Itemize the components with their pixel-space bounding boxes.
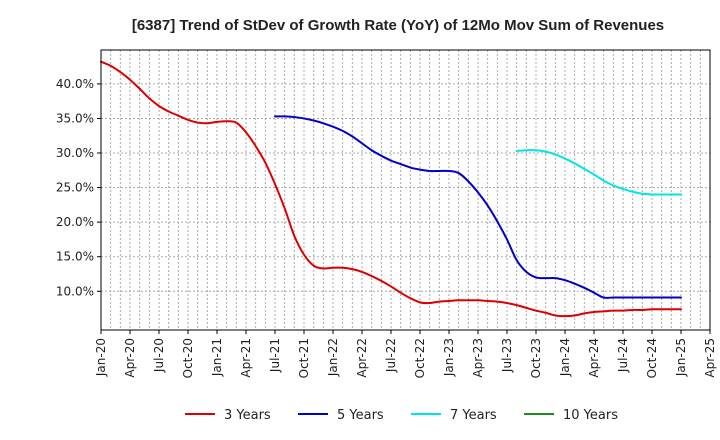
series-line-7-years [515, 149, 682, 196]
plot-area-frame [100, 49, 711, 331]
y-tick-label: 25.0% [56, 181, 94, 195]
y-tick-label: 35.0% [56, 111, 94, 125]
y-axis: 10.0% 15.0% 20.0% 25.0% 30.0% 35.0% 40.0% [56, 77, 101, 298]
x-tick-label: Apr-22 [355, 338, 369, 378]
x-tick-label: Oct-20 [181, 338, 195, 378]
y-tick-label: 15.0% [56, 250, 94, 264]
x-tick-label: Jan-23 [442, 338, 456, 377]
x-tick-label: Oct-23 [529, 338, 543, 378]
y-tick-label: 20.0% [56, 215, 94, 229]
grid [100, 50, 711, 330]
x-tick-label: Apr-21 [239, 338, 253, 378]
x-tick-label: Jan-25 [674, 338, 688, 377]
x-tick-label: Jan-21 [210, 338, 224, 377]
series-line-5-years [274, 115, 682, 299]
x-tick-label: Jul-23 [500, 338, 514, 373]
legend-label-3-years: 3 Years [224, 408, 271, 423]
x-tick-label: Apr-25 [703, 338, 717, 378]
x-axis: Jan-20 Apr-20 Jul-20 Oct-20 Jan-21 Apr-21 Jul-… [94, 330, 717, 378]
x-tick-label: Jan-24 [558, 338, 572, 377]
x-tick-label: Apr-24 [587, 338, 601, 378]
legend-label-5-years: 5 Years [337, 408, 384, 423]
x-tick-label: Jul-21 [268, 338, 282, 373]
x-tick-label: Apr-20 [123, 338, 137, 378]
legend: 3 Years 5 Years 7 Years 10 Years [185, 408, 618, 423]
legend-label-10-years: 10 Years [563, 408, 618, 423]
x-tick-label: Jul-22 [384, 338, 398, 373]
x-tick-label: Jul-24 [616, 338, 630, 373]
y-tick-label: 30.0% [56, 146, 94, 160]
x-tick-label: Jul-20 [152, 338, 166, 373]
x-tick-label: Jan-20 [94, 338, 108, 377]
y-tick-label: 10.0% [56, 284, 94, 298]
legend-label-7-years: 7 Years [450, 408, 497, 423]
x-tick-label: Oct-24 [645, 338, 659, 378]
x-tick-label: Apr-23 [471, 338, 485, 378]
series-lines [100, 60, 682, 318]
chart-title: [6387] Trend of StDev of Growth Rate (Yo… [132, 17, 664, 34]
y-tick-label: 40.0% [56, 77, 94, 91]
x-tick-label: Oct-21 [297, 338, 311, 378]
x-tick-label: Jan-22 [326, 338, 340, 377]
x-tick-label: Oct-22 [413, 338, 427, 378]
series-line-3-years [100, 60, 682, 318]
